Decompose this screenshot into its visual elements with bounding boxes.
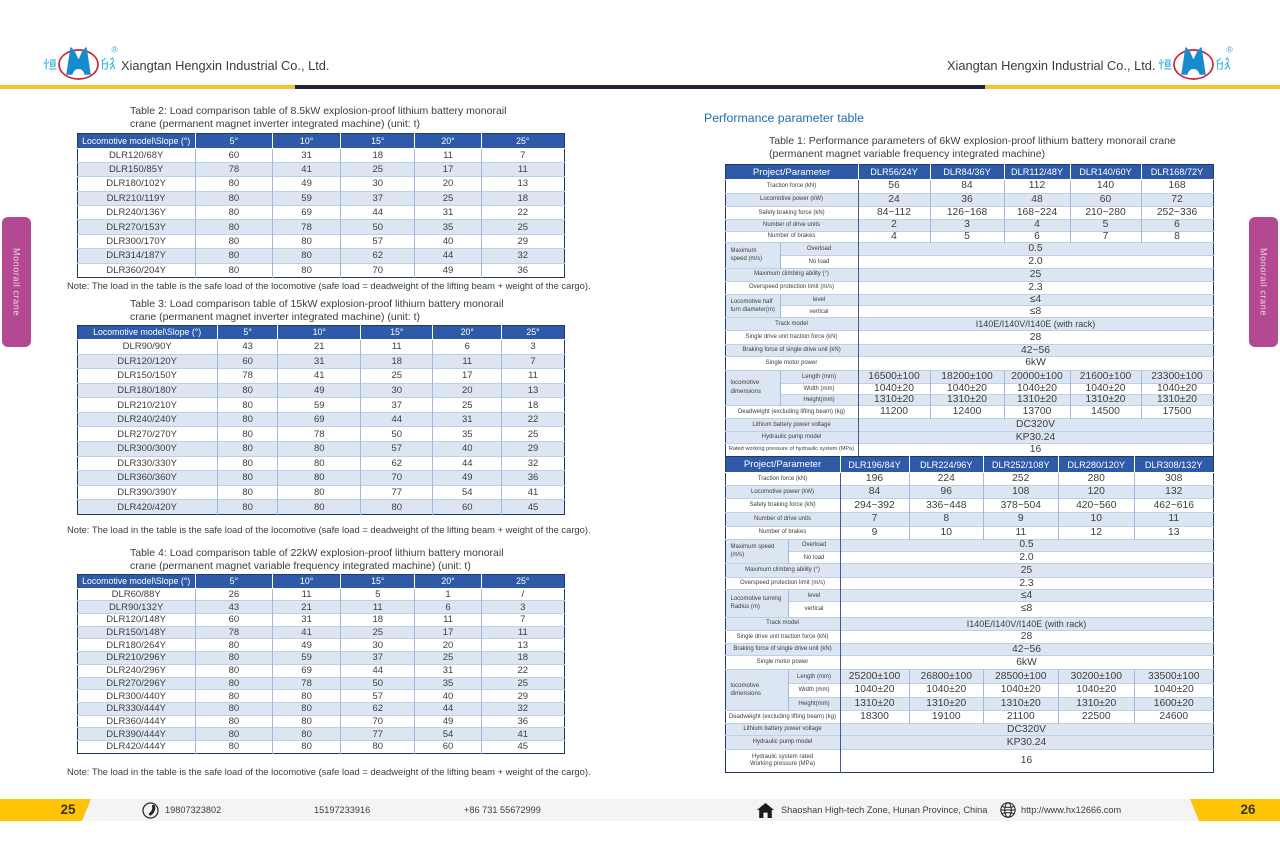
svg-text:®: ® (112, 45, 119, 55)
svg-text:®: ® (1227, 45, 1234, 55)
